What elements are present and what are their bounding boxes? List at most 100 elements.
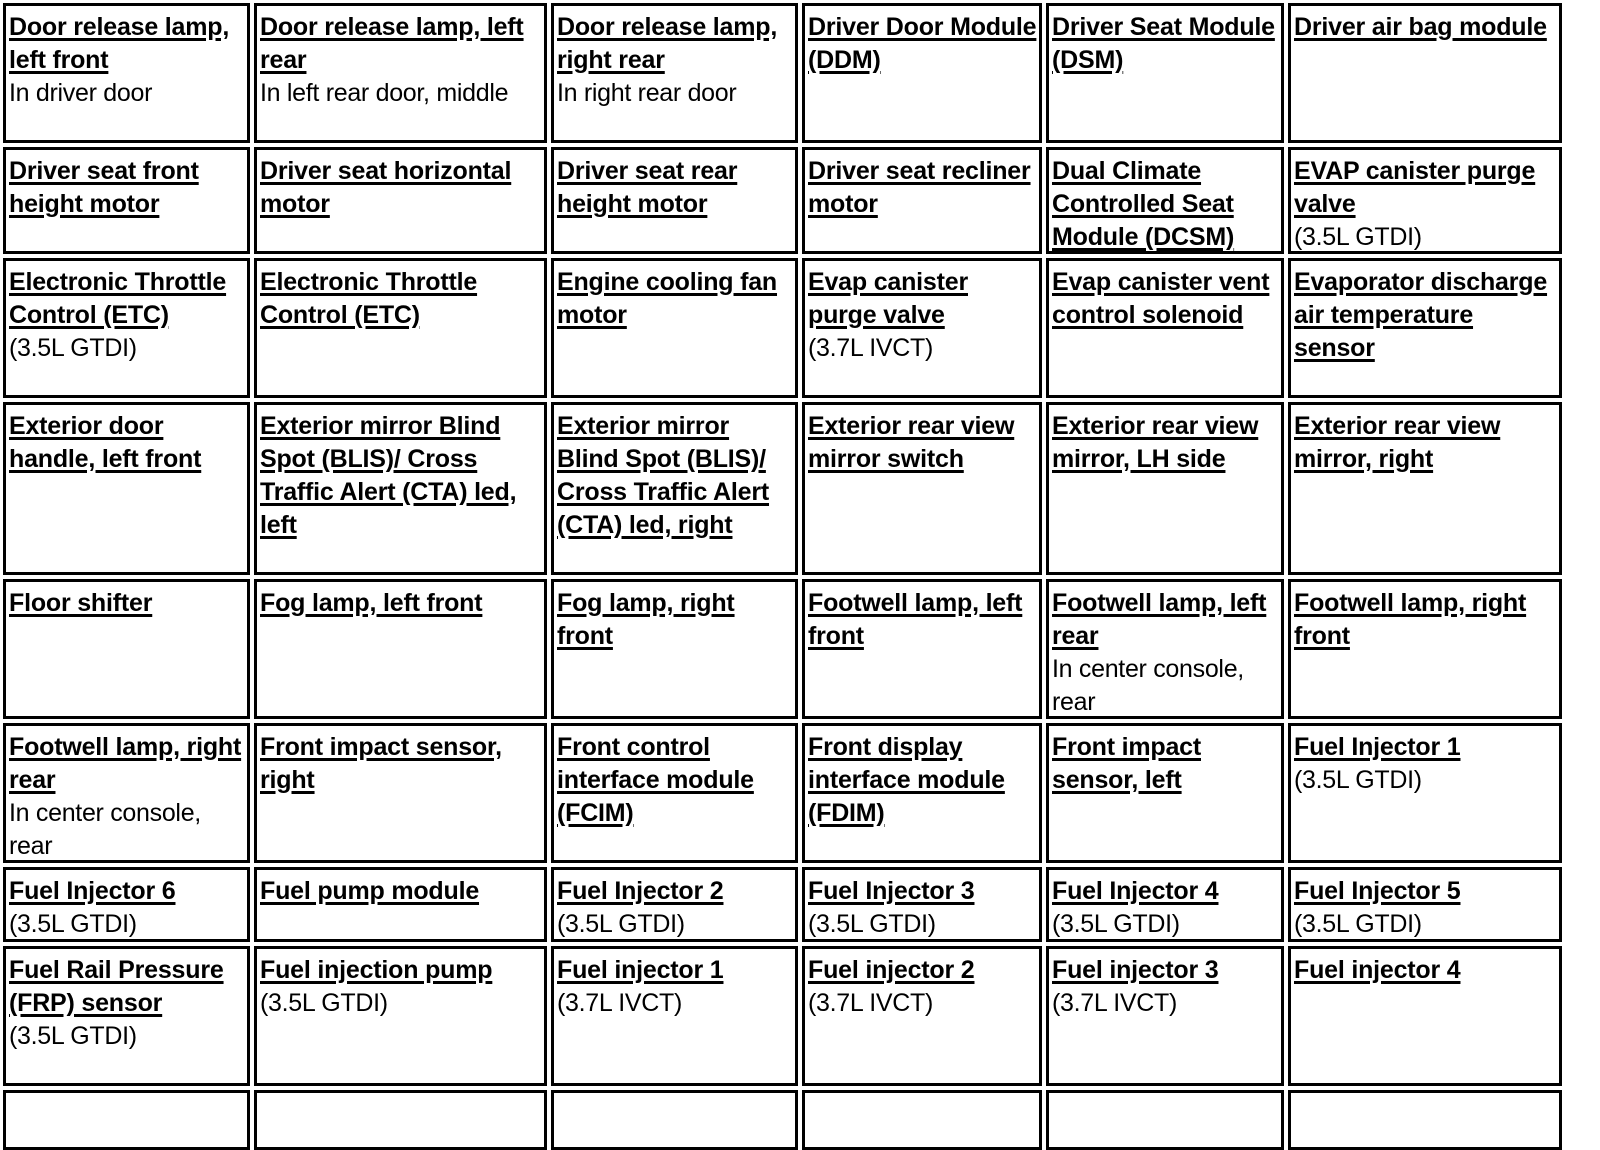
table-cell bbox=[1046, 1090, 1284, 1150]
table-cell: EVAP canister purge valve (3.5L GTDI) bbox=[1288, 147, 1562, 254]
table-cell: Driver Seat Module (DSM) bbox=[1046, 3, 1284, 143]
table-cell: Evap canister vent control solenoid bbox=[1046, 258, 1284, 398]
table-cell: Exterior rear view mirror, LH side bbox=[1046, 402, 1284, 575]
component-link[interactable]: Dual Climate Controlled Seat Module (DCS… bbox=[1052, 157, 1235, 251]
component-link[interactable]: Footwell lamp, right front bbox=[1294, 589, 1527, 650]
component-link[interactable]: Electronic Throttle Control (ETC) bbox=[9, 268, 227, 329]
component-location-note: (3.5L GTDI) bbox=[9, 1022, 137, 1050]
component-link[interactable]: Front control interface module (FCIM) bbox=[557, 733, 754, 827]
component-link[interactable]: Fuel injector 2 bbox=[808, 956, 975, 984]
table-cell: Electronic Throttle Control (ETC) (3.5L G… bbox=[3, 258, 250, 398]
component-link[interactable]: Exterior mirror Blind Spot (BLIS)/ Cross… bbox=[260, 412, 517, 539]
component-location-note: In right rear door bbox=[557, 79, 737, 107]
component-link[interactable]: Fuel pump module bbox=[260, 877, 480, 905]
table-cell: Exterior rear view mirror, right bbox=[1288, 402, 1562, 575]
table-cell: Door release lamp, right rear In right re… bbox=[551, 3, 798, 143]
table-cell: Driver seat front height motor bbox=[3, 147, 250, 254]
component-link[interactable]: Fog lamp, left front bbox=[260, 589, 483, 617]
table-cell: Fuel Injector 6 (3.5L GTDI) bbox=[3, 867, 250, 942]
component-link[interactable]: Driver Seat Module (DSM) bbox=[1052, 13, 1275, 74]
table-cell: Exterior mirror Blind Spot (BLIS)/ Cross… bbox=[551, 402, 798, 575]
component-link[interactable]: Footwell lamp, left rear bbox=[1052, 589, 1267, 650]
table-cell: Fuel injection pump (3.5L GTDI) bbox=[254, 946, 547, 1086]
table-cell: Fuel injector 3 (3.7L IVCT) bbox=[1046, 946, 1284, 1086]
component-link[interactable]: Fuel injector 4 bbox=[1294, 956, 1461, 984]
component-link[interactable]: Front impact sensor, right bbox=[260, 733, 502, 794]
component-link[interactable]: Fuel Injector 6 bbox=[9, 877, 176, 905]
component-link[interactable]: Front impact sensor, left bbox=[1052, 733, 1201, 794]
component-location-note: In driver door bbox=[9, 79, 153, 107]
component-location-note: (3.5L GTDI) bbox=[557, 910, 685, 938]
component-link[interactable]: Electronic Throttle Control (ETC) bbox=[260, 268, 478, 329]
component-link[interactable]: Floor shifter bbox=[9, 589, 153, 617]
table-cell: Fog lamp, right front bbox=[551, 579, 798, 719]
component-link[interactable]: Driver seat recliner motor bbox=[808, 157, 1031, 218]
component-location-note: (3.7L IVCT) bbox=[808, 989, 933, 1017]
component-link[interactable]: Driver seat rear height motor bbox=[557, 157, 738, 218]
component-link[interactable]: Fuel injection pump bbox=[260, 956, 493, 984]
component-location-note: (3.5L GTDI) bbox=[1294, 223, 1422, 251]
component-link[interactable]: Footwell lamp, right rear bbox=[9, 733, 242, 794]
component-link[interactable]: Fuel Injector 5 bbox=[1294, 877, 1461, 905]
component-location-note: (3.7L IVCT) bbox=[1052, 989, 1177, 1017]
table-cell: Exterior door handle, left front bbox=[3, 402, 250, 575]
component-link[interactable]: Fuel Injector 3 bbox=[808, 877, 975, 905]
component-link[interactable]: Driver seat front height motor bbox=[9, 157, 199, 218]
component-link[interactable]: Exterior rear view mirror, right bbox=[1294, 412, 1501, 473]
table-cell: Fuel Injector 3 (3.5L GTDI) bbox=[802, 867, 1042, 942]
component-link[interactable]: Driver Door Module (DDM) bbox=[808, 13, 1037, 74]
table-cell bbox=[3, 1090, 250, 1150]
component-link[interactable]: Fuel Injector 2 bbox=[557, 877, 724, 905]
table-cell: Exterior rear view mirror switch bbox=[802, 402, 1042, 575]
table-cell: Fuel Injector 1 (3.5L GTDI) bbox=[1288, 723, 1562, 863]
component-link[interactable]: Fog lamp, right front bbox=[557, 589, 735, 650]
component-link[interactable]: Front display interface module (FDIM) bbox=[808, 733, 1005, 827]
table-cell: Footwell lamp, left rear In center consol… bbox=[1046, 579, 1284, 719]
table-cell: Fuel injector 2 (3.7L IVCT) bbox=[802, 946, 1042, 1086]
component-link[interactable]: Fuel injector 3 bbox=[1052, 956, 1219, 984]
component-link[interactable]: Exterior rear view mirror switch bbox=[808, 412, 1015, 473]
table-cell: Front impact sensor, right bbox=[254, 723, 547, 863]
component-location-note: (3.7L IVCT) bbox=[557, 989, 682, 1017]
component-link[interactable]: Driver seat horizontal motor bbox=[260, 157, 512, 218]
table-cell: Driver seat rear height motor bbox=[551, 147, 798, 254]
table-cell: Door release lamp, left front In driver d… bbox=[3, 3, 250, 143]
table-cell: Fuel pump module bbox=[254, 867, 547, 942]
table-cell: Driver seat horizontal motor bbox=[254, 147, 547, 254]
component-link[interactable]: Door release lamp, left front bbox=[9, 13, 230, 74]
table-cell bbox=[254, 1090, 547, 1150]
table-cell: Fuel Injector 5 (3.5L GTDI) bbox=[1288, 867, 1562, 942]
component-link[interactable]: Evap canister purge valve bbox=[808, 268, 968, 329]
component-location-note: (3.5L GTDI) bbox=[9, 910, 137, 938]
component-location-table: Door release lamp, left front In driver d… bbox=[3, 3, 1562, 1150]
component-link[interactable]: Fuel Injector 4 bbox=[1052, 877, 1219, 905]
component-location-note: (3.7L IVCT) bbox=[808, 334, 933, 362]
table-cell: Evap canister purge valve (3.7L IVCT) bbox=[802, 258, 1042, 398]
component-location-note: (3.5L GTDI) bbox=[1052, 910, 1180, 938]
component-link[interactable]: Door release lamp, right rear bbox=[557, 13, 778, 74]
component-location-note: In center console, rear bbox=[9, 799, 201, 860]
component-link[interactable]: Exterior mirror Blind Spot (BLIS)/ Cross… bbox=[557, 412, 770, 539]
component-link[interactable]: EVAP canister purge valve bbox=[1294, 157, 1536, 218]
component-link[interactable]: Door release lamp, left rear bbox=[260, 13, 524, 74]
table-cell: Front display interface module (FDIM) bbox=[802, 723, 1042, 863]
table-cell: Driver air bag module bbox=[1288, 3, 1562, 143]
component-location-note: (3.5L GTDI) bbox=[1294, 910, 1422, 938]
component-link[interactable]: Evaporator discharge air temperature sen… bbox=[1294, 268, 1548, 362]
component-link[interactable]: Fuel Injector 1 bbox=[1294, 733, 1461, 761]
component-location-note: (3.5L GTDI) bbox=[1294, 766, 1422, 794]
table-cell: Fuel Injector 4 (3.5L GTDI) bbox=[1046, 867, 1284, 942]
table-cell: Door release lamp, left rear In left rear… bbox=[254, 3, 547, 143]
component-link[interactable]: Evap canister vent control solenoid bbox=[1052, 268, 1270, 329]
component-link[interactable]: Driver air bag module bbox=[1294, 13, 1547, 41]
component-link[interactable]: Exterior door handle, left front bbox=[9, 412, 202, 473]
table-cell: Fuel Rail Pressure (FRP) sensor (3.5L GTD… bbox=[3, 946, 250, 1086]
component-link[interactable]: Exterior rear view mirror, LH side bbox=[1052, 412, 1259, 473]
table-cell: Footwell lamp, left front bbox=[802, 579, 1042, 719]
component-link[interactable]: Fuel injector 1 bbox=[557, 956, 724, 984]
table-cell: Driver seat recliner motor bbox=[802, 147, 1042, 254]
component-link[interactable]: Engine cooling fan motor bbox=[557, 268, 778, 329]
component-link[interactable]: Fuel Rail Pressure (FRP) sensor bbox=[9, 956, 224, 1017]
table-cell: Electronic Throttle Control (ETC) bbox=[254, 258, 547, 398]
component-link[interactable]: Footwell lamp, left front bbox=[808, 589, 1023, 650]
